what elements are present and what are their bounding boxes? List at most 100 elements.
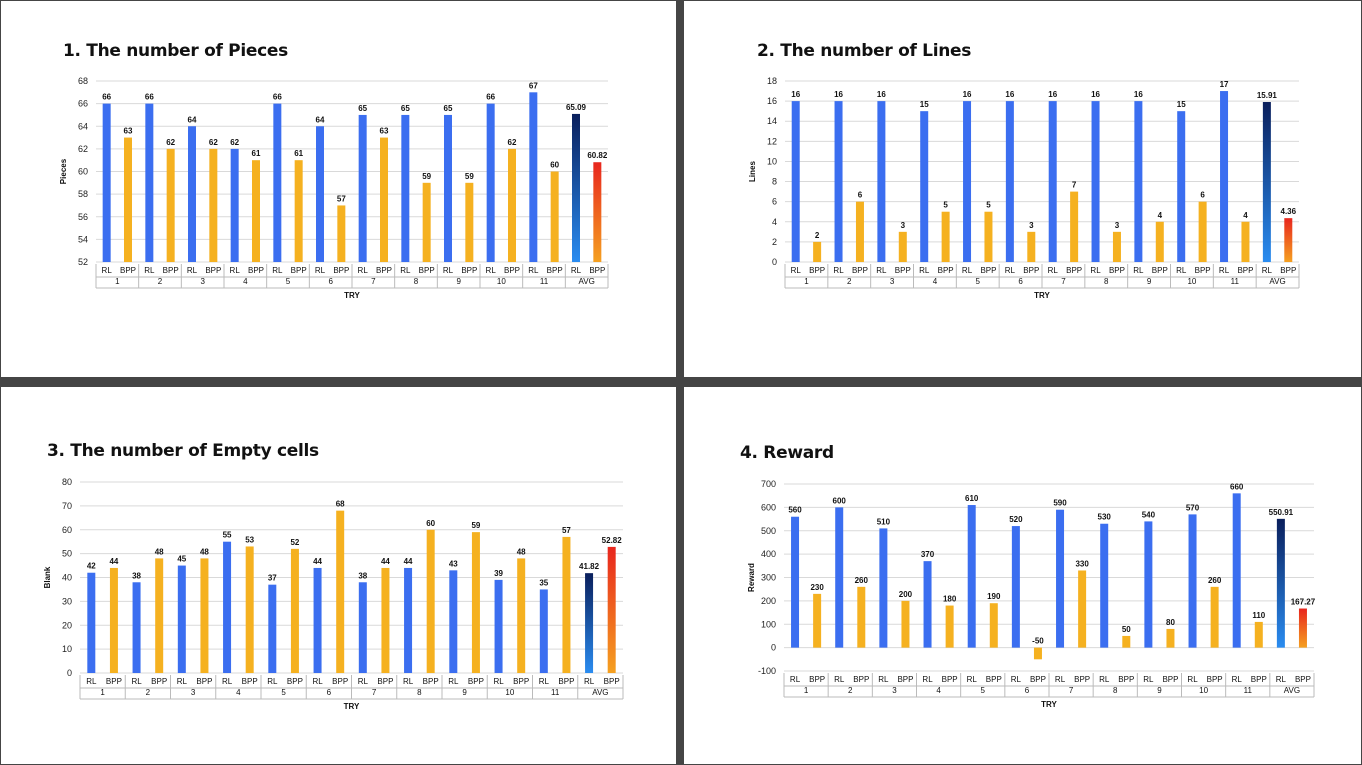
bar-rl bbox=[1056, 509, 1065, 648]
group-label: 4 bbox=[936, 686, 941, 695]
y-tick-label: 2 bbox=[772, 237, 777, 247]
pieces-bar-chart: 525456586062646668Pieces66RL63BPP166RL62… bbox=[59, 76, 609, 300]
sub-category-label: BPP bbox=[1030, 675, 1046, 684]
data-label: 55 bbox=[223, 531, 232, 540]
bar-rl bbox=[1091, 101, 1100, 262]
sub-category-label: BPP bbox=[1195, 266, 1211, 275]
sub-category-label: BPP bbox=[1162, 675, 1178, 684]
y-tick-label: 10 bbox=[767, 156, 777, 166]
group-label: 3 bbox=[890, 277, 895, 286]
group-label: 6 bbox=[328, 277, 333, 286]
y-axis-label: Blank bbox=[43, 566, 52, 588]
sub-category-label: RL bbox=[400, 266, 411, 275]
data-label: 180 bbox=[943, 595, 957, 604]
bar-bpp bbox=[901, 600, 910, 648]
data-label: 4 bbox=[1158, 211, 1163, 220]
sub-category-label: BPP bbox=[205, 266, 221, 275]
x-axis-label: TRY bbox=[1041, 700, 1057, 709]
group-label: 4 bbox=[933, 277, 938, 286]
data-label: 44 bbox=[381, 557, 390, 566]
sub-category-label: BPP bbox=[419, 266, 435, 275]
y-tick-label: 10 bbox=[62, 644, 72, 654]
data-label: 35 bbox=[539, 578, 548, 587]
data-label: 2 bbox=[815, 231, 820, 240]
bar-bpp bbox=[337, 205, 346, 262]
sub-category-label: BPP bbox=[895, 266, 911, 275]
data-label: 6 bbox=[858, 191, 863, 200]
data-label: 16 bbox=[963, 90, 972, 99]
data-label: 50 bbox=[1122, 625, 1131, 634]
group-label: 9 bbox=[456, 277, 461, 286]
bar-rl bbox=[87, 572, 96, 673]
data-label: 540 bbox=[1142, 510, 1156, 519]
sub-category-label: BPP bbox=[1074, 675, 1090, 684]
group-label: 9 bbox=[1147, 277, 1152, 286]
bar-rl bbox=[316, 126, 324, 262]
data-label: 62 bbox=[230, 138, 239, 147]
chart-title: 3. The number of Empty cells bbox=[47, 441, 319, 461]
data-label: 4 bbox=[1243, 211, 1248, 220]
x-axis-label: TRY bbox=[344, 702, 360, 711]
bar-bpp bbox=[550, 171, 559, 262]
bar-bpp bbox=[607, 546, 616, 673]
data-label: 230 bbox=[810, 583, 824, 592]
data-label: 16 bbox=[1005, 90, 1014, 99]
sub-category-label: RL bbox=[187, 266, 198, 275]
data-label: 560 bbox=[788, 506, 802, 515]
y-tick-label: 30 bbox=[62, 596, 72, 606]
bar-rl bbox=[401, 114, 410, 262]
bar-rl bbox=[273, 103, 282, 262]
bar-rl bbox=[967, 505, 976, 648]
y-tick-label: 700 bbox=[761, 479, 776, 489]
y-tick-label: 6 bbox=[772, 197, 777, 207]
sub-category-label: BPP bbox=[938, 266, 954, 275]
group-label: 11 bbox=[540, 277, 549, 286]
data-label: 260 bbox=[1208, 576, 1222, 585]
data-label: 65.09 bbox=[566, 103, 587, 112]
group-label: 4 bbox=[236, 688, 241, 697]
sub-category-label: RL bbox=[571, 266, 582, 275]
data-label: 80 bbox=[1166, 618, 1175, 627]
data-label: 59 bbox=[471, 521, 480, 530]
sub-category-label: RL bbox=[790, 675, 801, 684]
data-label: 52.82 bbox=[602, 536, 623, 545]
sub-category-label: RL bbox=[1055, 675, 1066, 684]
data-label: 62 bbox=[209, 138, 218, 147]
data-label: 570 bbox=[1186, 503, 1200, 512]
bar-bpp bbox=[1198, 201, 1207, 262]
data-label: 62 bbox=[508, 138, 517, 147]
sub-category-label: BPP bbox=[589, 266, 605, 275]
sub-category-label: RL bbox=[528, 266, 539, 275]
data-label: 44 bbox=[404, 557, 413, 566]
sub-category-label: RL bbox=[1048, 266, 1059, 275]
sub-category-label: BPP bbox=[1280, 266, 1296, 275]
bar-bpp bbox=[166, 148, 175, 262]
group-label: AVG bbox=[592, 688, 608, 697]
group-label: 2 bbox=[848, 686, 853, 695]
sub-category-label: BPP bbox=[809, 675, 825, 684]
sub-category-label: RL bbox=[358, 266, 369, 275]
y-tick-label: 0 bbox=[67, 668, 72, 678]
y-tick-label: 18 bbox=[767, 76, 777, 86]
bar-bpp bbox=[109, 567, 118, 673]
data-label: 59 bbox=[422, 172, 431, 181]
bar-rl bbox=[539, 589, 548, 673]
bar-bpp bbox=[857, 586, 866, 648]
bar-bpp bbox=[1027, 231, 1036, 262]
group-label: 1 bbox=[115, 277, 120, 286]
bar-rl bbox=[102, 103, 111, 262]
y-tick-label: 60 bbox=[62, 525, 72, 535]
bar-rl bbox=[486, 103, 495, 262]
data-label: 59 bbox=[465, 172, 474, 181]
sub-category-label: RL bbox=[102, 266, 113, 275]
data-label: 66 bbox=[273, 93, 282, 102]
sub-category-label: RL bbox=[144, 266, 155, 275]
data-label: 3 bbox=[901, 221, 906, 230]
group-label: 11 bbox=[551, 688, 560, 697]
group-label: 10 bbox=[505, 688, 514, 697]
sub-category-label: RL bbox=[1143, 675, 1154, 684]
data-label: 41.82 bbox=[579, 562, 600, 571]
y-tick-label: 400 bbox=[761, 549, 776, 559]
sub-category-label: RL bbox=[791, 266, 802, 275]
bar-bpp bbox=[290, 548, 299, 673]
